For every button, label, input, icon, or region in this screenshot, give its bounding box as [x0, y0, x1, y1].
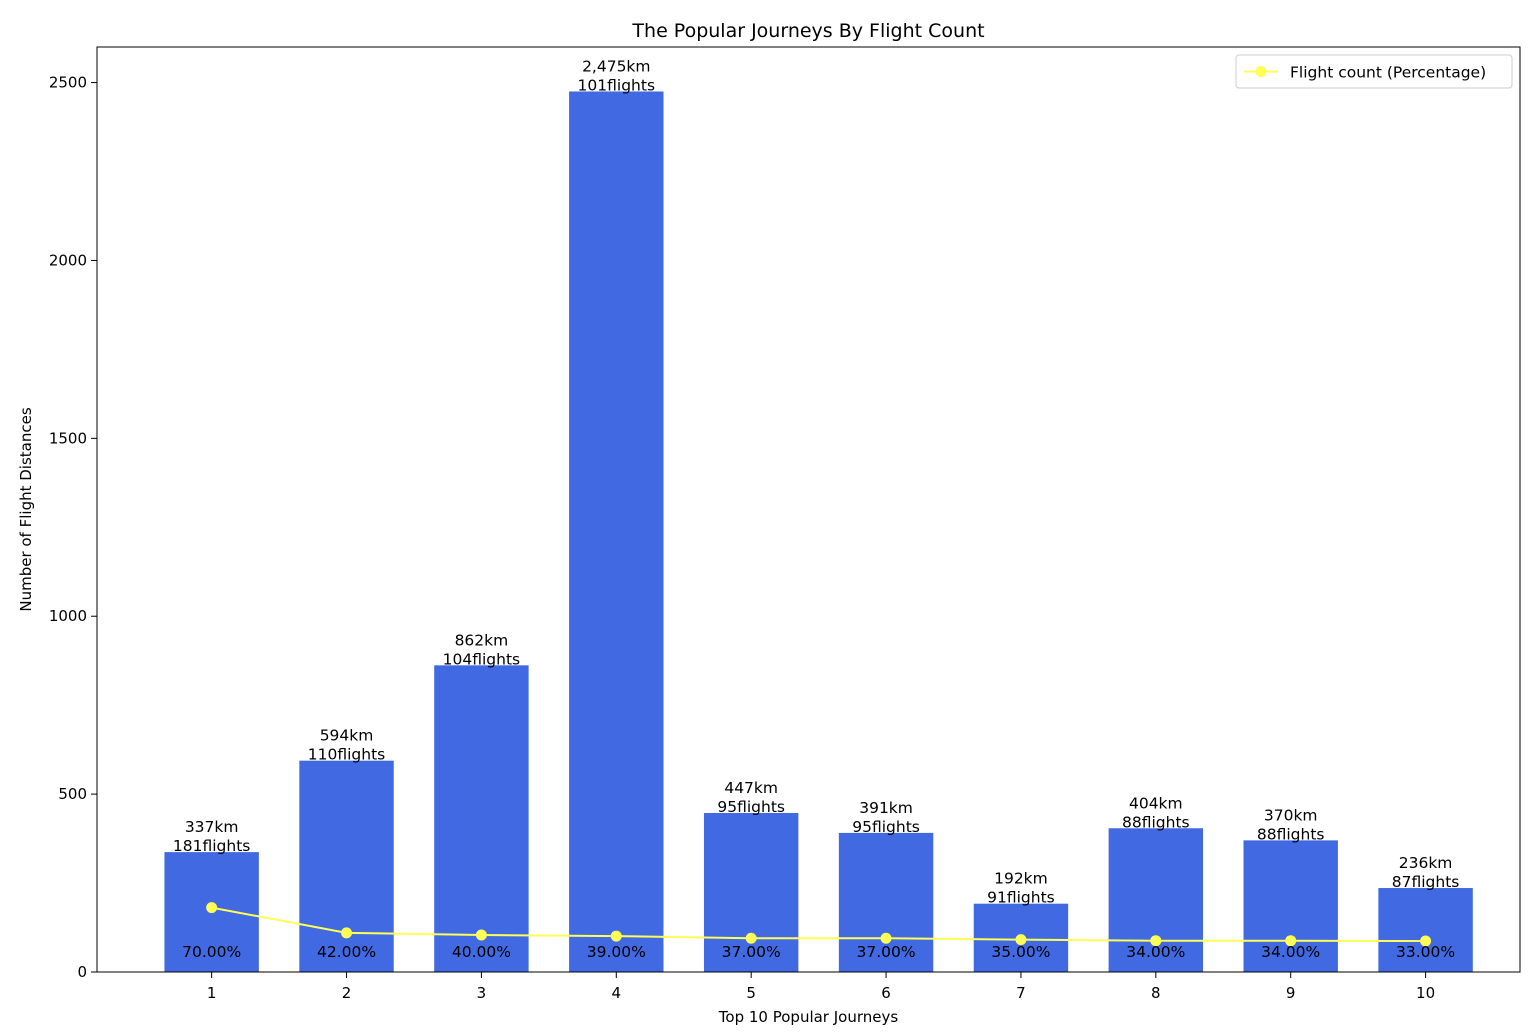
flight-count-label: 95flights	[852, 818, 920, 836]
y-tick-label: 1500	[49, 429, 87, 447]
plot-frame	[96, 46, 1521, 973]
bar	[299, 760, 394, 972]
flight-count-label: 104flights	[443, 650, 520, 668]
distance-label: 404km	[1129, 794, 1183, 812]
percentage-point	[1285, 935, 1297, 947]
distance-label: 862km	[455, 631, 509, 649]
x-tick-label: 7	[1016, 984, 1026, 1002]
bar	[434, 665, 529, 972]
legend-entry-label: Flight count (Percentage)	[1290, 64, 1486, 82]
chart-title: The Popular Journeys By Flight Count	[631, 20, 984, 42]
bar	[703, 812, 799, 972]
y-tick-label: 1000	[49, 607, 87, 625]
bar	[838, 832, 934, 972]
flight-count-label: 101flights	[578, 76, 655, 94]
plot-area: 0 500 1000 1500 2000 2500 1 2 3 4 5 6 7 8 9 10 70.00% 42.…	[49, 57, 1473, 1002]
percentage-label: 33.00%	[1396, 943, 1455, 961]
distance-label: 337km	[185, 818, 239, 836]
percentage-line	[211, 906, 1426, 943]
x-tick-label: 4	[612, 984, 622, 1002]
distance-label: 2,475km	[582, 57, 650, 75]
y-tick-label: 2500	[49, 74, 87, 92]
percentage-label: 37.00%	[857, 943, 916, 961]
distance-label: 391km	[859, 799, 913, 817]
percentage-point	[475, 929, 487, 941]
percentage-label: 37.00%	[722, 943, 781, 961]
percentage-label: 70.00%	[182, 943, 241, 961]
x-tick-label: 1	[207, 984, 217, 1002]
x-tick-label: 10	[1416, 984, 1435, 1002]
legend-marker-swatch	[1255, 66, 1267, 77]
percentage-label: 40.00%	[452, 943, 511, 961]
percentage-label: 34.00%	[1261, 943, 1320, 961]
bar	[1378, 888, 1473, 972]
x-axis-label: Top 10 Popular Journeys	[718, 1008, 899, 1026]
percentage-point	[206, 902, 218, 914]
distance-label: 236km	[1399, 854, 1453, 872]
flight-count-label: 95flights	[717, 798, 785, 816]
distance-label: 192km	[994, 870, 1048, 888]
y-tick-label: 500	[58, 785, 87, 803]
bar	[1243, 840, 1338, 972]
legend-box	[1235, 54, 1513, 89]
bar	[1108, 828, 1204, 972]
percentage-point	[1015, 934, 1027, 946]
distance-label: 370km	[1264, 806, 1318, 824]
x-tick-label: 2	[342, 984, 352, 1002]
percentage-label: 39.00%	[587, 943, 646, 961]
percentage-point	[1150, 935, 1162, 947]
y-tick-label: 0	[77, 963, 87, 981]
percentage-label: 34.00%	[1126, 943, 1185, 961]
legend: Flight count (Percentage)	[1235, 54, 1513, 89]
flight-count-label: 110flights	[308, 746, 385, 764]
percentage-label: 42.00%	[317, 943, 376, 961]
y-tick-label: 2000	[49, 251, 87, 269]
flight-count-label: 88flights	[1257, 825, 1325, 843]
y-axis-label: Number of Flight Distances	[17, 407, 35, 611]
percentage-point	[745, 932, 757, 944]
x-tick-label: 9	[1286, 984, 1296, 1002]
percentage-point	[880, 932, 892, 944]
percentage-point	[341, 927, 353, 939]
x-tick-label: 5	[746, 984, 756, 1002]
percentage-point	[1420, 935, 1432, 947]
x-tick-label: 3	[477, 984, 487, 1002]
distance-label: 447km	[724, 779, 778, 797]
x-tick-label: 8	[1151, 984, 1161, 1002]
distance-label: 594km	[320, 727, 374, 745]
flight-count-label: 87flights	[1392, 873, 1460, 891]
flight-count-label: 91flights	[987, 889, 1055, 907]
flight-count-label: 88flights	[1122, 813, 1190, 831]
percentage-label: 35.00%	[991, 943, 1050, 961]
flight-count-label: 181flights	[173, 837, 250, 855]
x-tick-label: 6	[881, 984, 891, 1002]
bar	[569, 91, 664, 973]
percentage-point	[610, 930, 622, 942]
